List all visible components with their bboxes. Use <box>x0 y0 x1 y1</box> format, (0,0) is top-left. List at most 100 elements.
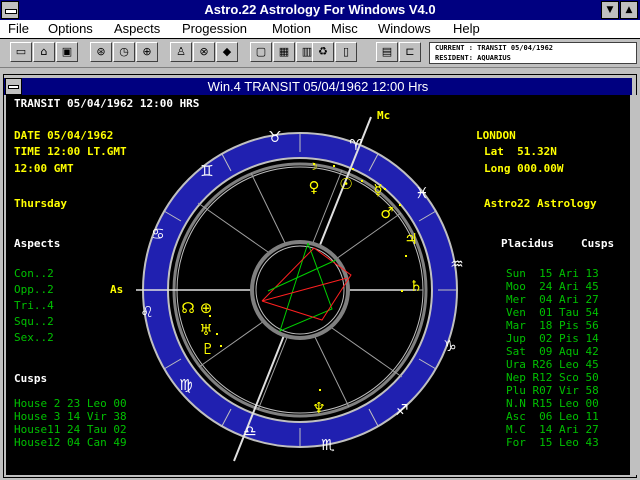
menu-misc[interactable]: Misc <box>331 21 358 36</box>
aspect-green <box>267 259 337 292</box>
aspect-green <box>279 242 333 332</box>
chart-weekday: Thursday <box>14 197 67 210</box>
cusp-item: House 2 23 Leo 00 <box>14 397 127 410</box>
cusp-item: House11 24 Tau 02 <box>14 423 127 436</box>
planet-position: M.C 14 Ari 27 <box>506 423 599 436</box>
house-system-title: Placidus <box>501 237 554 250</box>
menu-progession[interactable]: Progession <box>182 21 248 36</box>
pisces-glyph: ♓ <box>415 184 428 202</box>
fortune-glyph: ⊕ <box>200 299 213 317</box>
virgo-glyph: ♍ <box>179 376 192 394</box>
capricorn-glyph: ♑ <box>443 337 456 355</box>
new-chart-icon[interactable]: ▭ <box>10 42 32 62</box>
book-icon[interactable]: ◆ <box>216 42 238 62</box>
mars-glyph: ♂ <box>380 204 393 222</box>
planet-position: Jup 02 Pis 14 <box>506 332 599 345</box>
menu-windows[interactable]: Windows <box>378 21 431 36</box>
latitude: Lat 51.32N <box>484 145 557 158</box>
chart-window-titlebar: Win.4 TRANSIT 05/04/1962 12:00 Hrs <box>4 78 632 95</box>
cusp-item: House 3 14 Vir 38 <box>14 410 127 423</box>
inner-circle-edge <box>255 245 345 335</box>
chart-date: DATE 05/04/1962 <box>14 129 114 142</box>
uranus-glyph: ♅ <box>199 321 212 339</box>
color-icon[interactable]: ▦ <box>273 42 295 62</box>
aquarius-glyph: ♒ <box>450 255 463 273</box>
minimize-button[interactable]: ▼ <box>601 1 619 19</box>
mc-label: Mc <box>377 109 390 122</box>
cancer-glyph: ♋ <box>151 225 164 243</box>
bottle-icon[interactable]: ▯ <box>335 42 357 62</box>
menu-options[interactable]: Options <box>48 21 93 36</box>
menu-motion[interactable]: Motion <box>272 21 312 36</box>
window-icon[interactable]: ▢ <box>250 42 272 62</box>
menu-bar: File Options Aspects Progession Motion M… <box>0 20 640 39</box>
maximize-button[interactable]: ▲ <box>620 1 638 19</box>
aspect-item: Opp..2 <box>14 283 54 296</box>
aspect-item: Sex..2 <box>14 331 54 344</box>
chart-gmt: 12:00 GMT <box>14 162 74 175</box>
printer-icon[interactable]: ▤ <box>376 42 398 62</box>
sagittarius-glyph: ♐ <box>395 401 408 419</box>
menu-help[interactable]: Help <box>453 21 480 36</box>
wheel-icon[interactable]: ⊛ <box>90 42 112 62</box>
planet-glyphs: ♀ ☉ ☿ ♂ ♃ ♄ ♆ ♅ ♇ ☊ ⊕ <box>181 175 422 417</box>
planet-position: Asc 06 Leo 11 <box>506 410 599 423</box>
place-name: LONDON <box>476 129 516 142</box>
scorpio-glyph: ♏ <box>321 436 335 454</box>
inner-circle <box>250 240 350 340</box>
menu-file[interactable]: File <box>8 21 29 36</box>
no-entry-icon[interactable]: ⊗ <box>193 42 215 62</box>
chart-time: TIME 12:00 LT.GMT <box>14 145 127 158</box>
gemini-glyph: ♊ <box>200 162 213 180</box>
house-cusp-lines <box>177 169 423 411</box>
chart-window-title: Win.4 TRANSIT 05/04/1962 12:00 Hrs <box>207 79 429 94</box>
current-info-box: CURRENT : TRANSIT 05/04/1962 RESIDENT: A… <box>429 42 637 64</box>
trash-icon[interactable]: ♻ <box>312 42 334 62</box>
planet-position: Sat 09 Aqu 42 <box>506 345 599 358</box>
neptune-glyph: ♆ <box>312 399 325 417</box>
planet-markers <box>209 163 407 391</box>
house-system-cusps-title: Cusps <box>581 237 615 250</box>
open-folder-icon[interactable]: ⌂ <box>33 42 55 62</box>
menu-aspects[interactable]: Aspects <box>114 21 161 36</box>
cusp-item: House12 04 Can 49 <box>14 436 127 449</box>
aspect-item: Con..2 <box>14 267 54 280</box>
planet-position: Ura R26 Leo 45 <box>506 358 599 371</box>
sun-glyph: ☉ <box>339 175 352 193</box>
aspect-item: Tri..4 <box>14 299 54 312</box>
window-system-menu-button[interactable] <box>5 78 22 95</box>
stamp-icon[interactable]: ♙ <box>170 42 192 62</box>
planet-position: Mer 04 Ari 27 <box>506 293 599 306</box>
libra-glyph: ♎ <box>243 422 256 440</box>
exit-door-icon[interactable]: ⊏ <box>399 42 421 62</box>
aspect-red <box>261 277 348 302</box>
astrology-wheel: ♉ ♊ ♋ ♌ ♍ ♎ ♏ ♐ ♑ ♒ ♓ ♈ ♀ ☉ ☿ ♂ ♃ ♄ ♆ ♅ … <box>110 109 464 462</box>
pluto-glyph: ♇ <box>201 340 214 358</box>
planet-position: N.N R15 Leo 00 <box>506 397 599 410</box>
brand-label: Astro22 Astrology <box>484 197 597 210</box>
app-title: Astro.22 Astrology For Windows V4.0 <box>204 2 436 17</box>
toolbar: ▭ ⌂ ▣ ⊛ ◷ ⊕ ♙ ⊗ ◆ ▢ ▦ ▥ ♻ ▯ ▤ ⊏ <box>0 39 640 68</box>
mercury-glyph: ☿ <box>373 181 382 199</box>
saturn-glyph: ♄ <box>409 277 422 295</box>
window-right-edge <box>630 95 637 475</box>
clock-icon[interactable]: ◷ <box>113 42 135 62</box>
planet-position: Moo 24 Ari 45 <box>506 280 599 293</box>
zodiac-glyphs: ♉ ♊ ♋ ♌ ♍ ♎ ♏ ♐ ♑ ♒ ♓ ♈ <box>140 128 463 454</box>
planet-position: Plu R07 Vir 58 <box>506 384 599 397</box>
planet-position: Ven 01 Tau 54 <box>506 306 599 319</box>
aspects-title: Aspects <box>14 237 61 250</box>
chart-canvas: TRANSIT 05/04/1962 12:00 HRS DATE 05/04/… <box>6 95 630 475</box>
chart-header: TRANSIT 05/04/1962 12:00 HRS <box>14 97 200 110</box>
save-disk-icon[interactable]: ▣ <box>56 42 78 62</box>
planet-position: Sun 15 Ari 13 <box>506 267 599 280</box>
app-title-bar: Astro.22 Astrology For Windows V4.0 ▼ ▲ <box>0 0 640 20</box>
planet-position: Mar 18 Pis 56 <box>506 319 599 332</box>
cusps-title: Cusps <box>14 372 48 385</box>
system-menu-button[interactable] <box>1 1 19 19</box>
north-node-glyph: ☊ <box>181 299 194 317</box>
longitude: Long 000.00W <box>484 162 564 175</box>
aspect-item: Squ..2 <box>14 315 54 328</box>
globe-icon[interactable]: ⊕ <box>136 42 158 62</box>
venus-glyph: ♀ <box>309 178 320 196</box>
